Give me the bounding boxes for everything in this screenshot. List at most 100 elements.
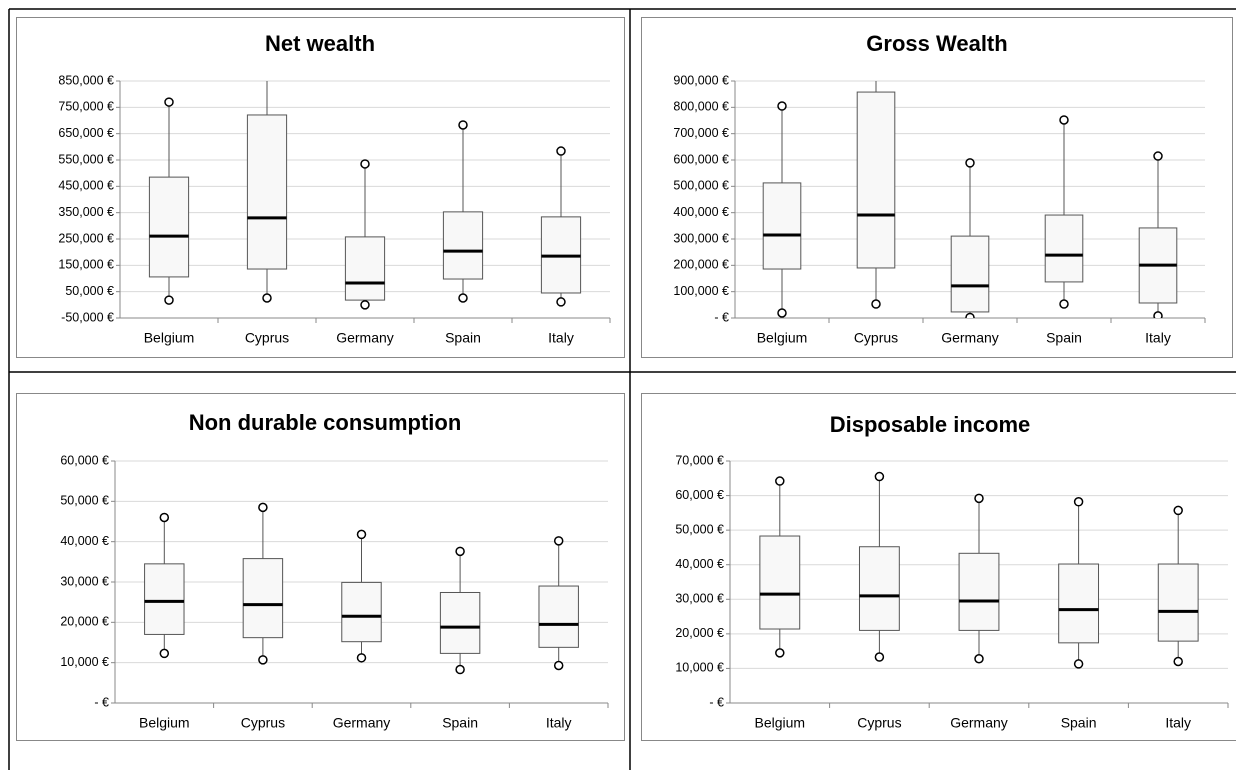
min-marker (871, 299, 881, 309)
x-tick-label: Cyprus (857, 715, 901, 731)
y-tick-label: 40,000 € (675, 557, 724, 571)
max-marker (1173, 505, 1183, 516)
min-marker (455, 664, 465, 675)
y-tick-label: 100,000 € (673, 284, 729, 298)
chart: Disposable income - € 10,000 € 20,000 € 30,0… (675, 412, 1229, 731)
chart-frame (16, 17, 625, 358)
min-marker (1059, 299, 1069, 309)
plot-area (148, 81, 582, 310)
box (1058, 563, 1100, 644)
y-tick-label: 40,000 € (60, 534, 109, 548)
max-marker (556, 146, 566, 156)
y-tick-label: 10,000 € (60, 655, 109, 669)
min-marker (164, 295, 174, 305)
y-tick-label: 30,000 € (675, 592, 724, 606)
x-tick-label: Cyprus (854, 330, 898, 346)
box (856, 91, 896, 269)
chart-title: Disposable income (830, 412, 1031, 437)
chart-frame (641, 393, 1236, 741)
y-tick-label: 800,000 € (673, 100, 729, 114)
y-tick-label: - € (94, 695, 109, 709)
max-marker (965, 158, 975, 168)
y-tick-label: 70,000 € (675, 453, 724, 467)
y-tick-label: 20,000 € (60, 615, 109, 629)
y-tick-label: 200,000 € (673, 258, 729, 272)
x-tick-label: Italy (548, 330, 574, 346)
max-marker (1153, 151, 1163, 161)
min-marker (965, 312, 975, 318)
box (762, 182, 802, 270)
y-tick-label: - € (709, 695, 724, 709)
max-marker (258, 502, 268, 513)
x-tick-label: Germany (333, 715, 391, 731)
min-marker (874, 652, 885, 662)
chart-title: Gross Wealth (866, 31, 1007, 56)
min-marker (356, 653, 367, 663)
y-tick-label: 150,000 € (58, 258, 114, 272)
max-marker (1073, 497, 1084, 507)
x-tick-label: Cyprus (245, 330, 289, 346)
plot-area (144, 502, 579, 675)
plot-area (759, 471, 1199, 669)
min-marker (553, 660, 564, 671)
chart-title: Net wealth (265, 31, 375, 56)
x-tick-label: Italy (1165, 715, 1191, 731)
max-marker (974, 493, 984, 504)
x-tick-label: Germany (950, 715, 1008, 731)
chart-frames (16, 17, 1236, 741)
table-borders (8, 8, 1236, 770)
x-tick-label: Germany (336, 330, 394, 346)
chart-title: Non durable consumption (189, 410, 462, 435)
max-marker (159, 512, 170, 523)
y-tick-label: 450,000 € (58, 179, 114, 193)
min-marker (262, 293, 272, 303)
y-tick-label: 30,000 € (60, 574, 109, 588)
y-tick-label: 60,000 € (60, 453, 109, 467)
box (344, 236, 386, 301)
x-tick-label: Cyprus (241, 715, 285, 731)
max-marker (775, 476, 785, 486)
chart-frame (16, 393, 625, 741)
x-tick-label: Belgium (139, 715, 190, 731)
min-marker (159, 648, 170, 659)
box (341, 581, 382, 643)
chart: Net wealth -50,000 € 50,000 € 150,000 € 250,… (58, 31, 611, 346)
y-tick-label: 400,000 € (673, 205, 729, 219)
y-tick-label: 700,000 € (673, 126, 729, 140)
y-tick-label: 850,000 € (58, 73, 114, 87)
box (246, 114, 288, 270)
x-tick-label: Italy (1145, 330, 1171, 346)
min-marker (1073, 659, 1084, 669)
x-tick-label: Belgium (757, 330, 808, 346)
max-marker (164, 97, 174, 107)
max-marker (553, 536, 564, 546)
max-marker (458, 120, 468, 130)
box (1044, 214, 1084, 283)
y-tick-label: 60,000 € (675, 488, 724, 502)
box (950, 235, 990, 313)
y-tick-label: 10,000 € (675, 661, 724, 675)
y-tick-label: -50,000 € (61, 310, 114, 324)
y-tick-label: 350,000 € (58, 205, 114, 219)
min-marker (777, 308, 787, 318)
y-tick-label: 600,000 € (673, 152, 729, 166)
min-marker (974, 653, 984, 664)
y-tick-label: 20,000 € (675, 626, 724, 640)
min-marker (458, 293, 468, 303)
chart: Non durable consumption - € 10,000 € 20,000… (60, 410, 609, 731)
min-marker (258, 655, 268, 665)
max-marker (356, 529, 367, 540)
box (442, 211, 484, 280)
y-tick-label: 900,000 € (673, 73, 729, 87)
box (858, 546, 900, 631)
min-marker (360, 300, 370, 310)
x-tick-label: Belgium (144, 330, 195, 346)
y-tick-label: - € (714, 310, 729, 324)
box (1157, 563, 1199, 642)
x-tick-label: Italy (546, 715, 572, 731)
y-tick-label: 50,000 € (675, 522, 724, 536)
min-marker (556, 297, 566, 307)
box (759, 535, 801, 630)
